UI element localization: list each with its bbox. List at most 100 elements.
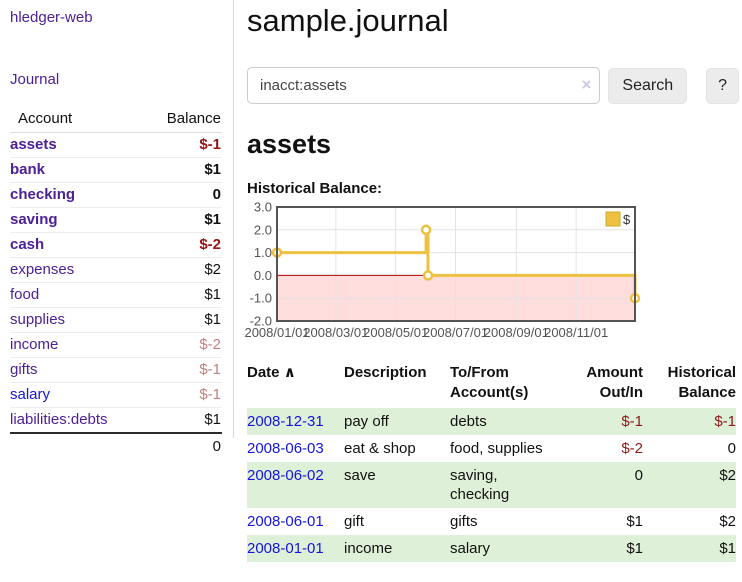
sidebar-account-liabilities-debts[interactable]: liabilities:debts bbox=[10, 411, 108, 428]
x-axis-tick-label: 2008/05/01 bbox=[363, 325, 428, 340]
historical-balance-chart: $3.0 2.0 1.0 0.0 -1.0 -2.0 2008/01/01 2008/03/0… bbox=[244, 200, 641, 345]
transaction-amount: $-2 bbox=[621, 440, 643, 457]
transaction-accounts: saving, checking bbox=[450, 467, 510, 503]
register-header-date[interactable]: Date ∧ bbox=[247, 360, 344, 408]
y-axis-tick-label: 1.0 bbox=[254, 245, 272, 260]
account-row: supplies $1 bbox=[10, 307, 222, 333]
transaction-amount: 0 bbox=[634, 467, 643, 484]
register-table-body: 2008-12-31 pay off debts $-1 $-1 2008-06-03 ea… bbox=[247, 408, 736, 562]
account-row: bank $1 bbox=[10, 157, 222, 183]
register-table: Date ∧ Description To/From Account(s) Am… bbox=[247, 360, 736, 562]
transaction-accounts: debts bbox=[450, 413, 487, 430]
main-content: sample.journal × Search ? assets Histori… bbox=[244, 0, 739, 562]
transaction-date-link[interactable]: 2008-01-01 bbox=[247, 540, 324, 557]
register-row: 2008-06-02 save saving, checking 0 $2 bbox=[247, 462, 736, 508]
register-row: 2008-06-03 eat & shop food, supplies $-2 0 bbox=[247, 435, 736, 462]
register-header-balance: Historical Balance bbox=[667, 364, 736, 401]
balance-chart-svg: $3.0 2.0 1.0 0.0 -1.0 -2.02008/01/012008/03/0… bbox=[244, 200, 641, 340]
chart-label: Historical Balance: bbox=[247, 180, 383, 197]
sidebar-account-supplies[interactable]: supplies bbox=[10, 311, 66, 328]
search-button[interactable]: Search bbox=[608, 67, 688, 104]
account-row: assets $-1 bbox=[10, 132, 222, 158]
account-balance: $1 bbox=[145, 157, 222, 183]
search-input-wrap: × bbox=[247, 67, 601, 104]
sidebar-account-income[interactable]: income bbox=[10, 336, 59, 353]
x-axis-tick-label: 2008/11/01 bbox=[544, 325, 608, 340]
search-help-button[interactable]: ? bbox=[706, 67, 739, 104]
sidebar-account-food[interactable]: food bbox=[10, 286, 40, 303]
data-point-marker bbox=[422, 270, 434, 281]
sidebar-account-saving[interactable]: saving bbox=[10, 211, 58, 228]
transaction-accounts: salary bbox=[450, 540, 491, 557]
account-balance: $-1 bbox=[145, 382, 222, 408]
data-point-marker bbox=[420, 224, 432, 236]
transaction-amount: $-1 bbox=[621, 413, 643, 430]
transaction-balance: 0 bbox=[727, 440, 736, 457]
account-balance: $1 bbox=[145, 307, 222, 333]
transaction-accounts: food, supplies bbox=[450, 440, 543, 457]
register-header-amount: Amount Out/In bbox=[586, 364, 643, 401]
clear-search-icon[interactable]: × bbox=[581, 75, 592, 94]
sidebar-account-expenses[interactable]: expenses bbox=[10, 261, 75, 278]
register-header-date-label: Date bbox=[247, 364, 280, 381]
accounts-header-account: Account bbox=[10, 108, 146, 133]
y-axis-tick-label: -1.0 bbox=[250, 291, 272, 306]
account-balance: $-2 bbox=[145, 332, 222, 358]
accounts-table: Account Balance assets $-1 bank $1 checking 0… bbox=[10, 108, 222, 460]
y-axis-tick-label: 2.0 bbox=[254, 222, 272, 237]
account-balance: $-2 bbox=[145, 232, 222, 258]
legend-swatch-icon bbox=[605, 211, 621, 227]
accounts-table-body: assets $-1 bank $1 checking 0 saving $1 cash $-2 e… bbox=[10, 132, 222, 433]
account-row: checking 0 bbox=[10, 182, 222, 208]
sidebar-account-checking[interactable]: checking bbox=[10, 186, 76, 203]
chart-border bbox=[276, 206, 636, 322]
accounts-table-header: Account Balance bbox=[10, 108, 222, 133]
transaction-accounts: gifts bbox=[450, 513, 478, 530]
transaction-description: eat & shop bbox=[344, 440, 416, 457]
account-balance: $-1 bbox=[145, 132, 222, 158]
accounts-header-balance: Balance bbox=[145, 108, 222, 133]
sort-ascending-icon: ∧ bbox=[283, 364, 296, 381]
register-row: 2008-12-31 pay off debts $-1 $-1 bbox=[247, 408, 736, 435]
page-title: sample.journal bbox=[247, 3, 449, 38]
account-balance: $2 bbox=[145, 257, 222, 283]
sidebar-account-cash[interactable]: cash bbox=[10, 236, 45, 253]
transaction-balance: $1 bbox=[719, 540, 736, 557]
y-axis-tick-label: 0.0 bbox=[254, 268, 272, 283]
transaction-amount: $1 bbox=[626, 513, 643, 530]
account-row: income $-2 bbox=[10, 332, 222, 358]
sidebar: hledger-web Journal Account Balance asse… bbox=[0, 0, 234, 460]
account-row: salary $-1 bbox=[10, 382, 222, 408]
register-header-row: Date ∧ Description To/From Account(s) Am… bbox=[247, 360, 736, 408]
transaction-date-link[interactable]: 2008-06-01 bbox=[247, 513, 324, 530]
search-input[interactable] bbox=[247, 67, 601, 104]
account-balance: $1 bbox=[145, 207, 222, 233]
transaction-description: income bbox=[344, 540, 393, 557]
transaction-date-link[interactable]: 2008-12-31 bbox=[247, 413, 324, 430]
sidebar-account-assets[interactable]: assets bbox=[10, 136, 57, 153]
account-balance: $1 bbox=[145, 282, 222, 308]
account-balance: $1 bbox=[145, 407, 222, 433]
transaction-balance: $2 bbox=[719, 513, 736, 530]
sidebar-account-bank[interactable]: bank bbox=[10, 161, 46, 178]
account-balance: $-1 bbox=[145, 357, 222, 383]
x-axis-tick-label: 2008/09/01 bbox=[484, 325, 549, 340]
account-balance: 0 bbox=[145, 182, 222, 208]
sidebar-account-salary[interactable]: salary bbox=[10, 386, 51, 403]
y-axis-tick-label: -2.0 bbox=[250, 314, 272, 329]
transaction-description: save bbox=[344, 467, 376, 484]
account-row: cash $-2 bbox=[10, 232, 222, 258]
sidebar-account-gifts[interactable]: gifts bbox=[10, 361, 38, 378]
transaction-date-link[interactable]: 2008-06-02 bbox=[247, 467, 324, 484]
app-brand-link[interactable]: hledger-web bbox=[10, 9, 93, 26]
account-heading: assets bbox=[247, 129, 332, 159]
transaction-description: gift bbox=[344, 513, 365, 530]
register-header-accounts: To/From Account(s) bbox=[450, 364, 529, 401]
register-header-description: Description bbox=[344, 364, 427, 381]
account-row: gifts $-1 bbox=[10, 357, 222, 383]
accounts-total-row: 0 bbox=[10, 432, 222, 460]
sidebar-item-journal[interactable]: Journal bbox=[10, 71, 60, 88]
y-axis-tick-label: 3.0 bbox=[254, 200, 272, 215]
transaction-date-link[interactable]: 2008-06-03 bbox=[247, 440, 324, 457]
transaction-amount: $1 bbox=[626, 540, 643, 557]
